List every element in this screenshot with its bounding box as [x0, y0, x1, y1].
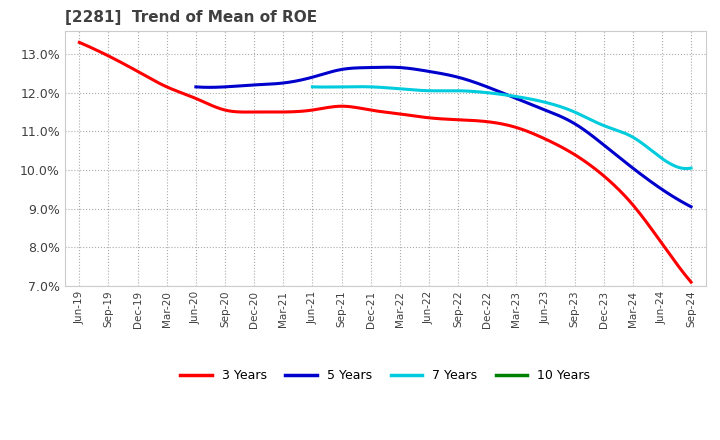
7 Years: [354, 84, 362, 89]
3 Years: [449, 117, 458, 122]
5 Years: [611, 151, 619, 157]
7 Years: [308, 84, 317, 89]
7 Years: [629, 135, 637, 140]
5 Years: [488, 86, 497, 92]
3 Years: [437, 116, 446, 121]
Text: [2281]  Trend of Mean of ROE: [2281] Trend of Mean of ROE: [65, 11, 317, 26]
7 Years: [687, 165, 696, 171]
7 Years: [534, 98, 542, 103]
5 Years: [496, 89, 505, 95]
Legend: 3 Years, 5 Years, 7 Years, 10 Years: 3 Years, 5 Years, 7 Years, 10 Years: [176, 364, 595, 387]
3 Years: [687, 279, 696, 285]
7 Years: [682, 166, 690, 171]
Line: 7 Years: 7 Years: [312, 87, 691, 169]
5 Years: [642, 176, 651, 181]
5 Years: [486, 85, 495, 91]
7 Years: [310, 84, 318, 90]
3 Years: [590, 166, 599, 171]
7 Years: [535, 98, 544, 103]
7 Years: [541, 100, 550, 105]
3 Years: [439, 116, 448, 121]
7 Years: [652, 152, 661, 157]
3 Years: [75, 40, 84, 45]
3 Years: [77, 40, 86, 46]
3 Years: [629, 203, 638, 209]
Line: 3 Years: 3 Years: [79, 42, 691, 282]
5 Years: [192, 84, 200, 89]
5 Years: [384, 65, 392, 70]
5 Years: [193, 84, 202, 90]
5 Years: [687, 204, 696, 209]
Line: 5 Years: 5 Years: [196, 67, 691, 207]
